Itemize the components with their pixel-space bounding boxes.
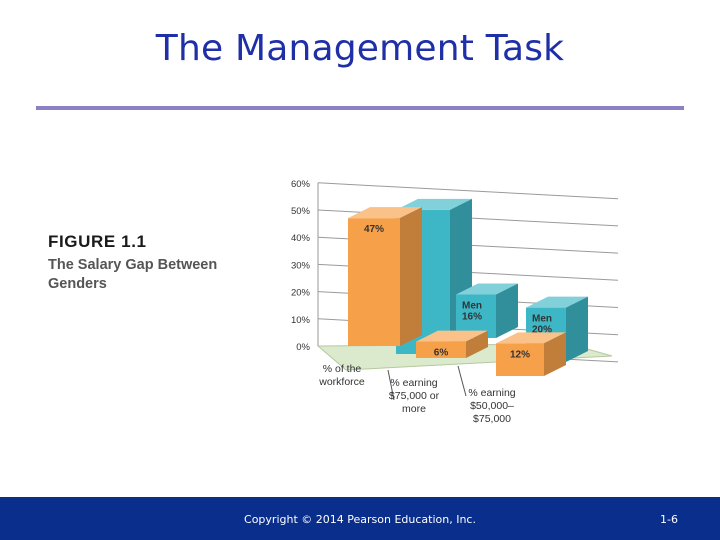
footer-copyright: Copyright © 2014 Pearson Education, Inc.	[244, 513, 476, 526]
bar-data-label: Men	[462, 300, 482, 311]
salary-gap-chart: 60%50%40%30%20%10%0%Men53%47%Men16%Men20…	[291, 179, 619, 425]
bar-side	[466, 330, 488, 358]
slide-title: The Management Task	[155, 28, 565, 69]
footer-page-number: 1-6	[660, 513, 678, 526]
bar-top	[348, 207, 422, 219]
bar-top	[416, 330, 488, 342]
y-tick-label: 20%	[291, 288, 311, 299]
y-tick-label: 60%	[291, 179, 311, 190]
y-tick-label: 40%	[291, 233, 311, 244]
x-category-label: $50,000–	[470, 400, 514, 412]
bar-top	[456, 283, 518, 295]
gridline	[317, 182, 619, 200]
bar-front	[416, 341, 466, 358]
x-category-label: % earning	[468, 387, 515, 399]
bar-1-0: 6%	[416, 330, 488, 359]
bar-data-label: 6%	[434, 348, 449, 359]
bar-side	[496, 283, 518, 338]
category-divider	[457, 365, 467, 397]
x-category-label: $75,000 or	[389, 390, 440, 402]
bar-front	[496, 343, 544, 376]
bar-2-0: 12%	[496, 332, 566, 376]
bar-top	[396, 198, 472, 210]
bar-front	[348, 218, 400, 346]
bar-side	[544, 332, 566, 376]
bar-top	[526, 296, 588, 308]
bar-top	[496, 332, 566, 344]
footer-bar: Copyright © 2014 Pearson Education, Inc.…	[0, 497, 720, 540]
bar-0-0: 47%	[348, 207, 422, 346]
x-category-label: % of the	[323, 363, 362, 375]
figure-number: FIGURE 1.1	[48, 232, 147, 251]
bar-side	[400, 207, 422, 346]
bar-data-label: 47%	[364, 224, 384, 235]
y-tick-label: 50%	[291, 206, 311, 217]
x-category-label: workforce	[318, 376, 365, 388]
bar-data-label: 20%	[532, 325, 552, 336]
bar-data-label: Men	[532, 314, 552, 325]
figure-description: The Salary Gap Between Genders	[48, 257, 218, 292]
x-category-label: more	[402, 403, 426, 415]
y-tick-label: 10%	[291, 315, 311, 326]
bar-data-label: 12%	[510, 349, 530, 360]
x-category-label: $75,000	[473, 413, 511, 425]
bar-data-label: 16%	[462, 311, 482, 322]
y-tick-label: 0%	[296, 342, 310, 353]
title-rule	[36, 106, 684, 110]
bar-side	[566, 296, 588, 362]
y-tick-label: 30%	[291, 260, 311, 271]
figure-caption: FIGURE 1.1 The Salary Gap Between Gender…	[48, 232, 268, 294]
x-category-label: % earning	[390, 377, 437, 389]
category-divider	[387, 369, 395, 401]
